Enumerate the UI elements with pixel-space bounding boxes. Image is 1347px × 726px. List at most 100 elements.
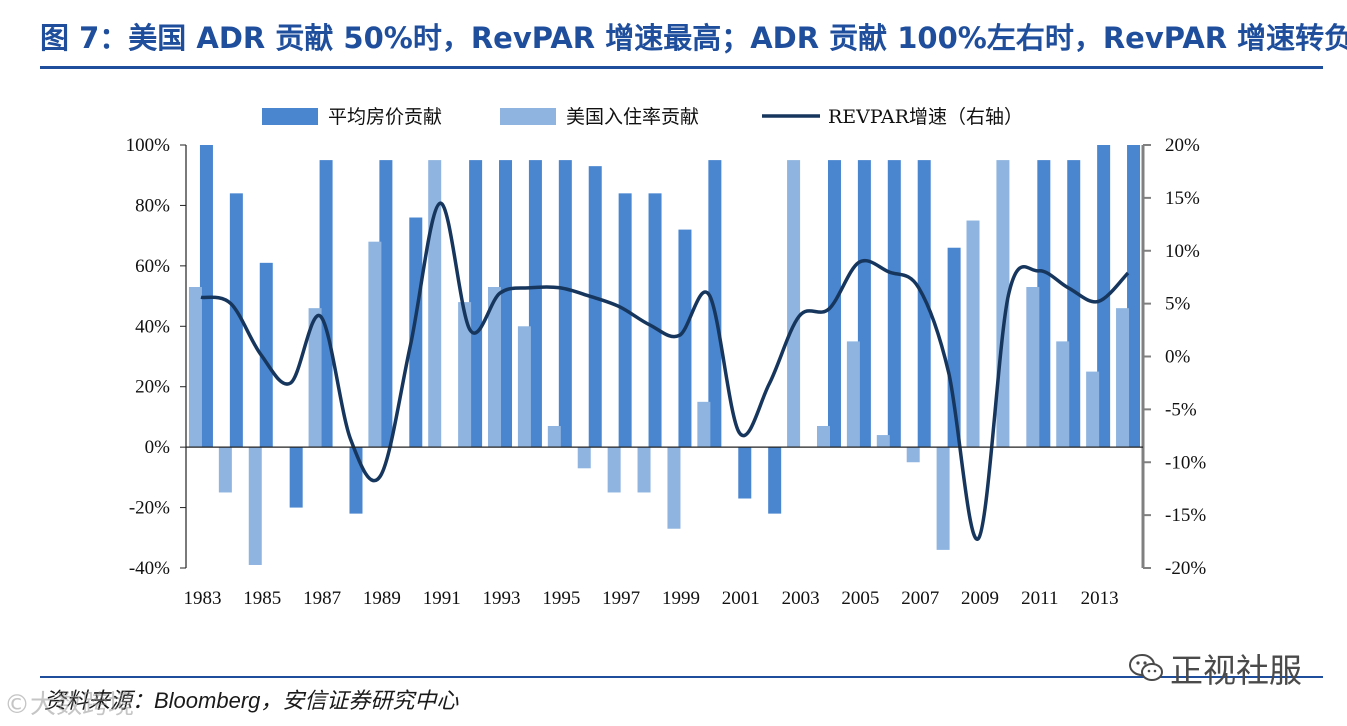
occupancy-bar (458, 302, 472, 448)
occupancy-bar (368, 241, 382, 448)
adr-bar (708, 160, 722, 448)
source-rule (40, 676, 1323, 678)
adr-bar (738, 447, 752, 499)
title-rule (40, 66, 1323, 69)
occupancy-bar (667, 447, 681, 529)
x-axis-tick-label: 1991 (423, 588, 461, 609)
wechat-watermark: 正视社服 (1128, 646, 1302, 690)
x-axis-tick-label: 2003 (782, 588, 820, 609)
adr-bar (1067, 160, 1081, 448)
x-axis-tick-label: 1985 (243, 588, 281, 609)
x-axis-tick-label: 2007 (901, 588, 939, 609)
x-axis-tick-label: 2001 (722, 588, 760, 609)
left-axis-tick-label: 0% (145, 437, 171, 458)
left-axis-tick-label: -40% (129, 558, 170, 579)
occupancy-bar (966, 220, 980, 448)
right-axis-tick-label: 15% (1165, 188, 1200, 209)
x-axis-tick-label: 2005 (841, 588, 879, 609)
left-axis-tick-label: 40% (135, 316, 170, 337)
occupancy-bar (188, 287, 202, 448)
left-axis-tick-label: 20% (135, 377, 170, 398)
adr-bar (678, 229, 692, 448)
x-axis-tick-label: 1987 (303, 588, 341, 609)
right-axis-tick-label: -20% (1165, 558, 1206, 579)
x-axis-tick-label: 1997 (602, 588, 640, 609)
occupancy-bar (577, 447, 591, 469)
left-axis-tick-label: 60% (135, 256, 170, 277)
figure-title: 图 7：美国 ADR 贡献 50%时，RevPAR 增速最高；ADR 贡献 10… (40, 21, 1347, 55)
occupancy-bar (1026, 287, 1040, 448)
legend-label-revpar: REVPAR增速（右轴） (828, 106, 1023, 128)
bar-layer (188, 145, 1141, 565)
source-note: 资料来源：Bloomberg，安信证券研究中心 (44, 688, 459, 713)
adr-bar (1097, 145, 1111, 448)
occupancy-bar (637, 447, 651, 493)
right-axis-tick-label: 0% (1165, 347, 1191, 368)
adr-bar (469, 160, 483, 448)
right-axis-tick-label: 5% (1165, 294, 1191, 315)
occupancy-bar (906, 447, 920, 463)
axes-layer: 100% 80% 60% 40% 20% 0% -20% -40% 20% 15% 10% 5% 0% -… (126, 135, 1207, 609)
occupancy-bar (697, 401, 711, 448)
right-axis-tick-label: 20% (1165, 135, 1200, 156)
x-axis-tick-label: 2013 (1081, 588, 1119, 609)
left-axis-tick-label: 80% (135, 195, 170, 216)
x-axis-tick-label: 1989 (363, 588, 401, 609)
x-axis-tick-label: 1983 (183, 588, 221, 609)
adr-bar (259, 262, 273, 448)
chart-legend: 平均房价贡献 美国入住率贡献 REVPAR增速（右轴） (262, 106, 1023, 128)
left-axis-tick-label: 100% (126, 135, 171, 156)
occupancy-bar (1056, 341, 1070, 448)
adr-bar (588, 166, 602, 448)
legend-label-occupancy: 美国入住率贡献 (566, 106, 699, 128)
adr-bar (379, 160, 393, 448)
adr-bar (499, 160, 513, 448)
legend-swatch-occupancy (500, 108, 556, 125)
right-axis-tick-label: -15% (1165, 505, 1206, 526)
adr-bar (319, 160, 333, 448)
x-axis-tick-label: 1993 (483, 588, 521, 609)
x-axis-tick-label: 2011 (1021, 588, 1058, 609)
occupancy-bar (816, 425, 830, 448)
x-axis-tick-label: 1999 (662, 588, 700, 609)
occupancy-bar (308, 308, 322, 448)
occupancy-bar (846, 341, 860, 448)
adr-bar (887, 160, 901, 448)
occupancy-bar (787, 160, 801, 448)
x-axis-tick-label: 2009 (961, 588, 999, 609)
right-axis-tick-label: -10% (1165, 452, 1206, 473)
occupancy-bar (1086, 371, 1100, 448)
adr-bar (289, 447, 303, 508)
adr-bar (558, 160, 572, 448)
legend-swatch-adr (262, 108, 318, 125)
revpar-line (200, 201, 1130, 541)
adr-bar (1037, 160, 1051, 448)
occupancy-bar (1116, 308, 1130, 448)
adr-bar (229, 193, 243, 448)
left-axis-tick-label: -20% (129, 498, 170, 519)
adr-bar (618, 193, 632, 448)
adr-bar (768, 447, 782, 514)
right-axis-tick-label: 10% (1165, 241, 1200, 262)
watermark-right-text: 正视社服 (1170, 651, 1302, 690)
occupancy-bar (607, 447, 621, 493)
adr-bar (917, 160, 931, 448)
adr-bar (1127, 145, 1141, 448)
occupancy-bar (517, 326, 531, 448)
x-axis-tick-label: 1995 (542, 588, 580, 609)
adr-bar (947, 247, 961, 448)
occupancy-bar (936, 447, 950, 550)
right-axis-tick-label: -5% (1165, 399, 1197, 420)
legend-label-adr: 平均房价贡献 (328, 106, 442, 128)
wechat-icon (1129, 654, 1163, 681)
occupancy-bar (876, 435, 890, 448)
adr-bar (409, 217, 423, 448)
adr-bar (857, 160, 871, 448)
occupancy-bar (488, 287, 502, 448)
watermark-left: ©大数跨境 (4, 690, 135, 720)
occupancy-bar (248, 447, 262, 565)
occupancy-bar (218, 447, 232, 493)
adr-bar (528, 160, 542, 448)
adr-bar (648, 193, 662, 448)
